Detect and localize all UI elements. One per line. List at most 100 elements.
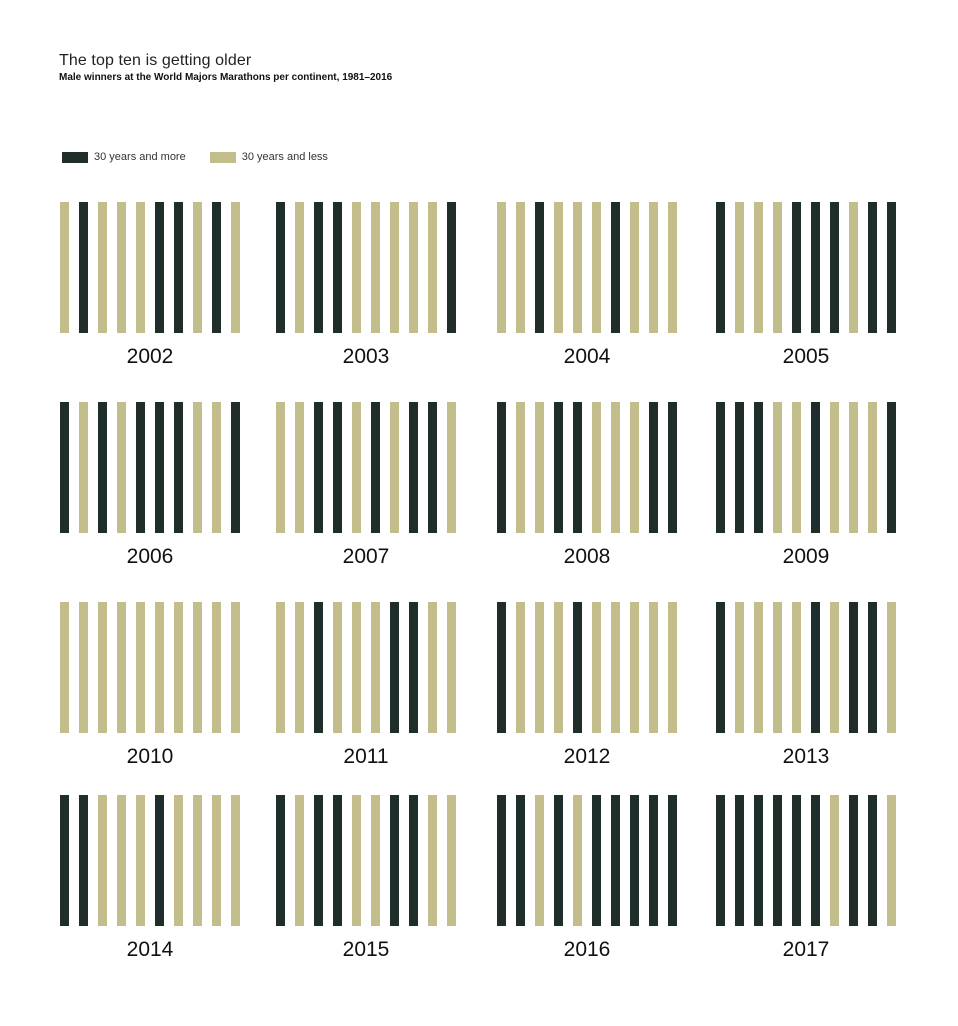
bar-2009-7 — [830, 402, 839, 533]
bar-2015-5 — [352, 795, 361, 926]
panel-2013: 2013 — [716, 602, 896, 768]
bar-2006-10 — [231, 402, 240, 533]
bar-2009-5 — [792, 402, 801, 533]
bar-2002-3 — [98, 202, 107, 333]
bar-2008-2 — [516, 402, 525, 533]
bar-2002-9 — [212, 202, 221, 333]
bar-2009-9 — [868, 402, 877, 533]
bar-2003-9 — [428, 202, 437, 333]
bar-2008-4 — [554, 402, 563, 533]
panel-2004: 2004 — [497, 202, 677, 368]
bar-2003-4 — [333, 202, 342, 333]
bar-2004-6 — [592, 202, 601, 333]
bar-2017-10 — [887, 795, 896, 926]
year-label-2010: 2010 — [127, 745, 174, 768]
bar-2017-1 — [716, 795, 725, 926]
bar-2006-2 — [79, 402, 88, 533]
bar-2012-2 — [516, 602, 525, 733]
bar-2006-4 — [117, 402, 126, 533]
bar-2010-1 — [60, 602, 69, 733]
bar-2017-5 — [792, 795, 801, 926]
bar-2006-1 — [60, 402, 69, 533]
panel-2012: 2012 — [497, 602, 677, 768]
bar-2010-3 — [98, 602, 107, 733]
bar-2002-4 — [117, 202, 126, 333]
bar-2003-3 — [314, 202, 323, 333]
bar-2004-3 — [535, 202, 544, 333]
bar-2015-10 — [447, 795, 456, 926]
bar-2012-9 — [649, 602, 658, 733]
bar-2004-5 — [573, 202, 582, 333]
bar-2008-1 — [497, 402, 506, 533]
year-label-2016: 2016 — [564, 938, 611, 961]
bar-2017-3 — [754, 795, 763, 926]
bar-2004-10 — [668, 202, 677, 333]
bar-2005-7 — [830, 202, 839, 333]
bar-2012-4 — [554, 602, 563, 733]
bar-2011-8 — [409, 602, 418, 733]
bar-2012-3 — [535, 602, 544, 733]
bar-2003-6 — [371, 202, 380, 333]
bar-2009-2 — [735, 402, 744, 533]
bar-2006-6 — [155, 402, 164, 533]
panel-2011: 2011 — [276, 602, 456, 768]
bar-2012-6 — [592, 602, 601, 733]
panel-2008: 2008 — [497, 402, 677, 568]
bar-2004-2 — [516, 202, 525, 333]
year-label-2013: 2013 — [783, 745, 830, 768]
chart-title: The top ten is getting older — [59, 52, 252, 69]
panel-2010: 2010 — [60, 602, 240, 768]
bar-2004-9 — [649, 202, 658, 333]
panel-2007: 2007 — [276, 402, 456, 568]
bar-2014-7 — [174, 795, 183, 926]
bar-2012-8 — [630, 602, 639, 733]
bar-2015-7 — [390, 795, 399, 926]
bar-2011-10 — [447, 602, 456, 733]
bar-2008-6 — [592, 402, 601, 533]
bar-2016-9 — [649, 795, 658, 926]
year-label-2004: 2004 — [564, 345, 611, 368]
panel-2009: 2009 — [716, 402, 896, 568]
legend-label-under30: 30 years and less — [241, 151, 328, 163]
bar-2005-9 — [868, 202, 877, 333]
year-label-2015: 2015 — [343, 938, 390, 961]
bar-2011-9 — [428, 602, 437, 733]
bar-2012-5 — [573, 602, 582, 733]
bar-2010-9 — [212, 602, 221, 733]
bar-2015-2 — [295, 795, 304, 926]
bar-2011-6 — [371, 602, 380, 733]
chart-subtitle: Male winners at the World Majors Maratho… — [59, 72, 393, 83]
bar-2009-3 — [754, 402, 763, 533]
bar-2003-10 — [447, 202, 456, 333]
bar-2008-10 — [668, 402, 677, 533]
bar-2008-7 — [611, 402, 620, 533]
bar-2015-4 — [333, 795, 342, 926]
bar-2016-10 — [668, 795, 677, 926]
bar-2007-3 — [314, 402, 323, 533]
panel-2002: 2002 — [60, 202, 240, 368]
bar-2013-9 — [868, 602, 877, 733]
bar-2010-5 — [136, 602, 145, 733]
bar-2010-8 — [193, 602, 202, 733]
bar-2007-4 — [333, 402, 342, 533]
legend: 30 years and more 30 years and less — [62, 150, 352, 164]
bar-2016-1 — [497, 795, 506, 926]
bar-2008-3 — [535, 402, 544, 533]
year-label-2003: 2003 — [343, 345, 390, 368]
bar-2010-6 — [155, 602, 164, 733]
bar-2002-2 — [79, 202, 88, 333]
bar-2013-7 — [830, 602, 839, 733]
bar-2004-8 — [630, 202, 639, 333]
legend-label-over30: 30 years and more — [94, 151, 186, 163]
year-label-2005: 2005 — [783, 345, 830, 368]
legend-item-under30: 30 years and less — [209, 151, 328, 163]
bar-2008-9 — [649, 402, 658, 533]
bar-2011-2 — [295, 602, 304, 733]
panel-2015: 2015 — [276, 795, 456, 961]
bar-2002-8 — [193, 202, 202, 333]
bar-2006-5 — [136, 402, 145, 533]
bar-2014-9 — [212, 795, 221, 926]
bar-2014-2 — [79, 795, 88, 926]
bar-2014-5 — [136, 795, 145, 926]
bar-2015-9 — [428, 795, 437, 926]
